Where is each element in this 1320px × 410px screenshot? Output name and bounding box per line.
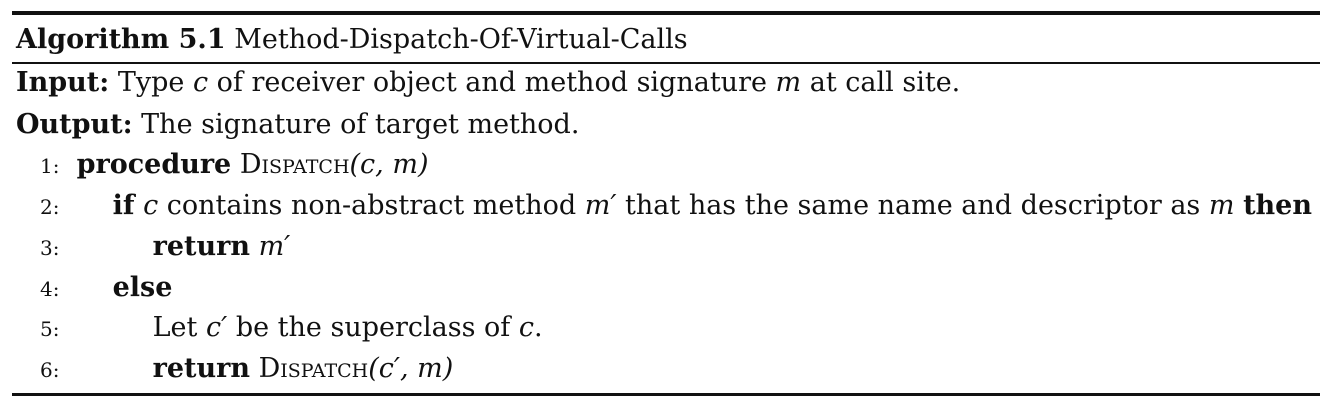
var-m: m xyxy=(1208,190,1235,221)
procedure-args: (c, m) xyxy=(349,149,429,180)
keyword-if: if xyxy=(112,190,135,221)
algorithm-caption: Algorithm 5.1 Method-Dispatch-Of-Virtual… xyxy=(16,25,688,55)
input-post: at call site. xyxy=(809,67,961,98)
output-text: The signature of target method. xyxy=(141,109,580,140)
keyword-then: then xyxy=(1243,190,1312,221)
algo-line-1: 1: procedure Dispatch(c, m) xyxy=(40,150,428,181)
var-c: c xyxy=(143,190,159,221)
line-number: 1: xyxy=(40,154,60,178)
bottom-rule xyxy=(12,393,1320,396)
line-text: Let xyxy=(152,312,198,343)
var-c-prime: c′ xyxy=(205,312,228,343)
algo-line-3: 3: return m′ xyxy=(40,232,290,263)
line-number: 3: xyxy=(40,236,60,260)
keyword-return: return xyxy=(152,353,250,384)
line-text: that has the same name and descriptor as xyxy=(625,190,1201,221)
line-number: 2: xyxy=(40,195,60,219)
algorithm-label: Algorithm 5.1 xyxy=(16,24,226,55)
line-text: contains non-abstract method xyxy=(166,190,577,221)
keyword-procedure: procedure xyxy=(76,149,232,180)
procedure-name: Dispatch xyxy=(258,353,369,384)
algo-line-5: 5: Let c′ be the superclass of c. xyxy=(40,313,543,344)
output-line: Output: The signature of target method. xyxy=(16,110,579,140)
line-number: 6: xyxy=(40,358,60,382)
input-pre: Type xyxy=(117,67,185,98)
procedure-name: Dispatch xyxy=(239,149,350,180)
caption-rule xyxy=(12,62,1320,64)
algo-line-2: 2: if c contains non-abstract method m′ … xyxy=(40,191,1312,222)
algorithm-title: Method-Dispatch-Of-Virtual-Calls xyxy=(234,24,688,55)
output-label: Output: xyxy=(16,109,133,140)
var-m-prime: m′ xyxy=(584,190,617,221)
keyword-else: else xyxy=(112,272,173,303)
line-number: 5: xyxy=(40,317,60,341)
top-rule xyxy=(12,11,1320,15)
input-label: Input: xyxy=(16,67,110,98)
var-m-prime: m′ xyxy=(258,231,291,262)
var-c: c xyxy=(518,312,534,343)
keyword-return: return xyxy=(152,231,250,262)
procedure-args: (c′, m) xyxy=(368,353,454,384)
input-mid: of receiver object and method signature xyxy=(216,67,767,98)
input-var-c: c xyxy=(192,67,209,98)
input-line: Input: Type c of receiver object and met… xyxy=(16,68,960,98)
algo-line-4: 4: else xyxy=(40,273,172,304)
algo-line-6: 6: return Dispatch(c′, m) xyxy=(40,354,453,385)
period: . xyxy=(534,312,543,343)
line-text: be the superclass of xyxy=(235,312,511,343)
input-var-m: m xyxy=(775,67,802,98)
line-number: 4: xyxy=(40,277,60,301)
